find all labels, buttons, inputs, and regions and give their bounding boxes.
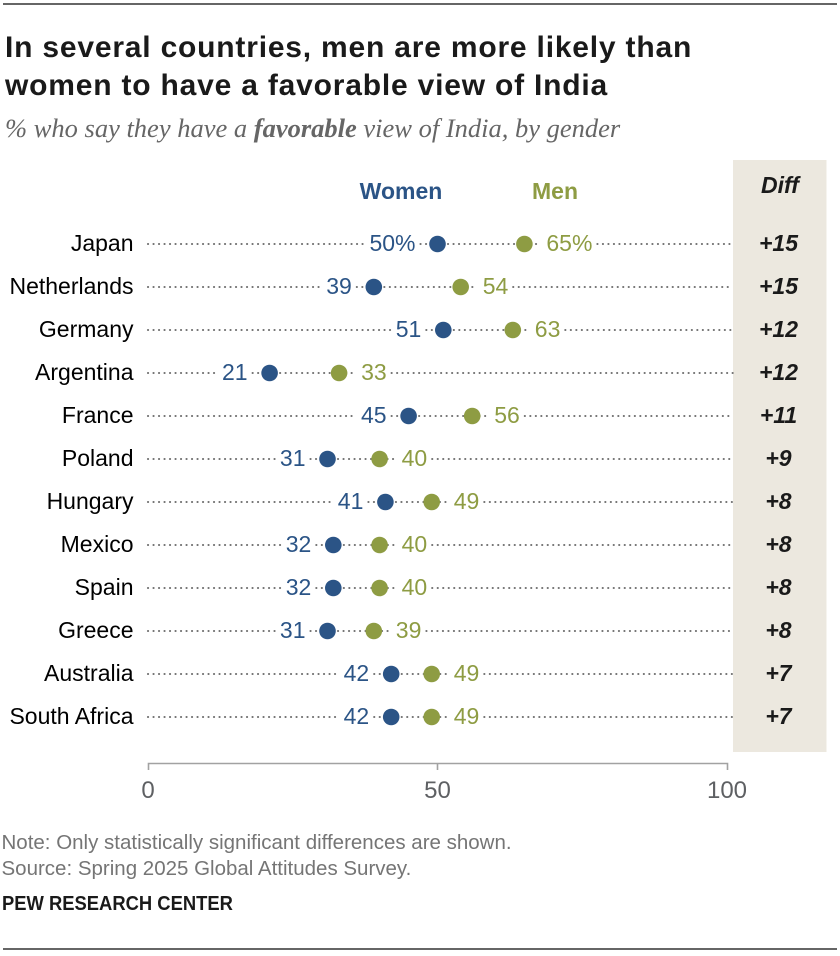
- svg-text:+8: +8: [765, 531, 791, 557]
- svg-text:40: 40: [402, 574, 428, 600]
- svg-text:32: 32: [286, 531, 312, 557]
- svg-text:40: 40: [402, 531, 428, 557]
- svg-text:33: 33: [361, 359, 387, 385]
- svg-text:51: 51: [396, 316, 422, 342]
- svg-text:In several countries, men are: In several countries, men are more likel…: [5, 31, 692, 64]
- svg-text:South Africa: South Africa: [9, 703, 133, 729]
- svg-text:21: 21: [222, 359, 248, 385]
- svg-text:Diff: Diff: [761, 172, 801, 198]
- svg-text:PEW RESEARCH CENTER: PEW RESEARCH CENTER: [2, 893, 233, 915]
- svg-text:+12: +12: [759, 359, 798, 385]
- svg-text:49: 49: [454, 660, 480, 686]
- svg-text:31: 31: [280, 445, 306, 471]
- svg-text:+9: +9: [765, 445, 791, 471]
- svg-text:Germany: Germany: [39, 316, 134, 342]
- svg-text:49: 49: [454, 703, 480, 729]
- svg-text:+8: +8: [765, 617, 791, 643]
- svg-text:65%: 65%: [546, 230, 592, 256]
- svg-text:% who say they have a favorabl: % who say they have a favorable view of …: [5, 113, 621, 143]
- svg-text:39: 39: [326, 273, 352, 299]
- svg-text:42: 42: [344, 703, 370, 729]
- svg-text:54: 54: [483, 273, 509, 299]
- svg-text:39: 39: [396, 617, 422, 643]
- svg-text:+7: +7: [765, 660, 792, 686]
- svg-text:63: 63: [535, 316, 561, 342]
- svg-text:women to have a favorable view: women to have a favorable view of India: [4, 69, 608, 102]
- svg-text:Netherlands: Netherlands: [9, 273, 133, 299]
- svg-text:+7: +7: [765, 703, 792, 729]
- svg-text:Men: Men: [532, 178, 578, 204]
- svg-text:+8: +8: [765, 574, 791, 600]
- svg-text:Note: Only statistically signi: Note: Only statistically significant dif…: [2, 831, 512, 854]
- svg-text:41: 41: [338, 488, 364, 514]
- svg-text:Spain: Spain: [75, 574, 134, 600]
- svg-text:+11: +11: [760, 402, 797, 428]
- svg-text:Mexico: Mexico: [61, 531, 134, 557]
- svg-text:42: 42: [344, 660, 370, 686]
- svg-text:Australia: Australia: [44, 660, 134, 686]
- svg-text:Source: Spring 2025 Global Att: Source: Spring 2025 Global Attitudes Sur…: [2, 857, 412, 880]
- svg-text:+15: +15: [759, 273, 799, 299]
- svg-text:+15: +15: [759, 230, 799, 256]
- svg-text:100: 100: [707, 777, 747, 804]
- svg-text:49: 49: [454, 488, 480, 514]
- svg-text:Greece: Greece: [58, 617, 133, 643]
- svg-text:Hungary: Hungary: [47, 488, 134, 514]
- svg-text:+8: +8: [765, 488, 791, 514]
- svg-text:56: 56: [494, 402, 520, 428]
- svg-text:Argentina: Argentina: [35, 359, 134, 385]
- svg-text:France: France: [62, 402, 134, 428]
- svg-text:40: 40: [402, 445, 428, 471]
- svg-text:Japan: Japan: [71, 230, 134, 256]
- svg-text:32: 32: [286, 574, 312, 600]
- svg-text:Women: Women: [360, 178, 443, 204]
- svg-text:50: 50: [424, 777, 451, 804]
- svg-text:45: 45: [361, 402, 387, 428]
- svg-text:0: 0: [141, 777, 154, 804]
- svg-text:+12: +12: [759, 316, 798, 342]
- svg-text:Poland: Poland: [62, 445, 134, 471]
- svg-text:50%: 50%: [369, 230, 415, 256]
- svg-text:31: 31: [280, 617, 306, 643]
